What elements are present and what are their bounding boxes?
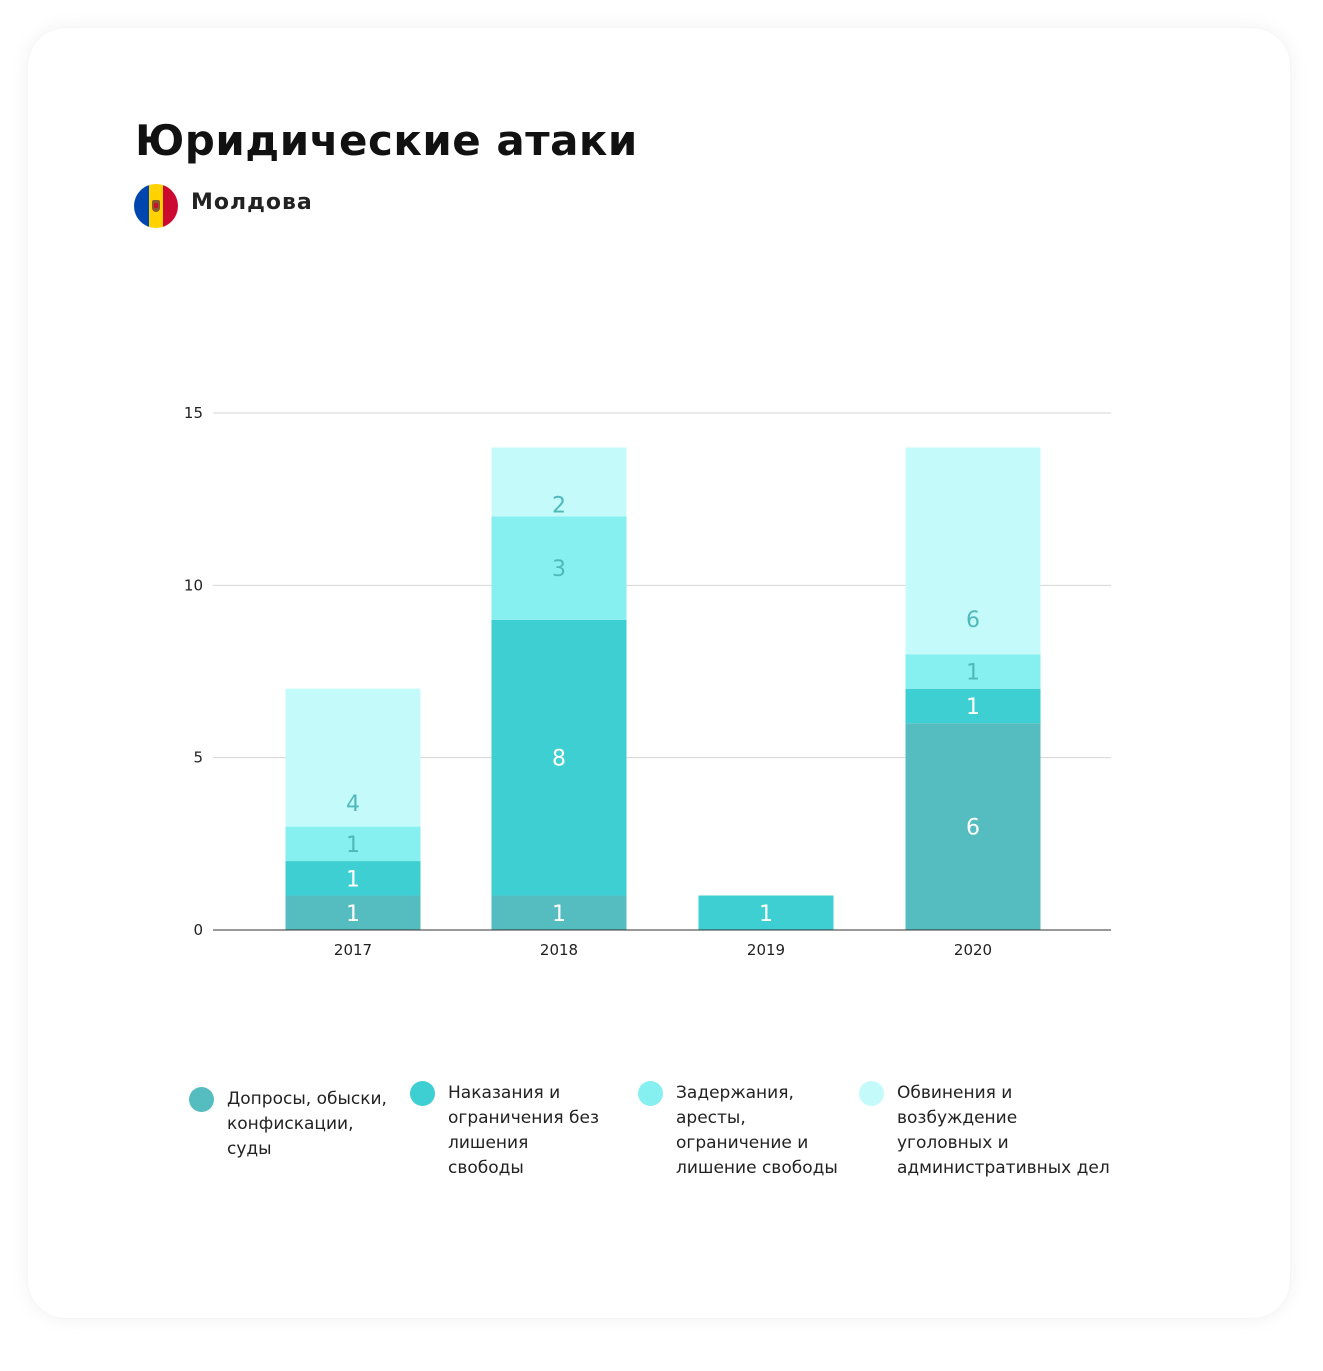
bar-segment [491,516,627,620]
bar-segment [491,895,627,930]
legend-item-charges: Обвинения и возбуждение уголовных и адми… [859,1081,1119,1181]
data-label: 1 [966,695,980,720]
y-tick-label: 5 [193,749,203,767]
bar-segment [491,619,627,896]
data-label: 2 [552,494,566,519]
data-label: 1 [346,902,360,927]
bar-segment [905,688,1041,724]
bar-segment [285,895,421,930]
bar-segment [285,826,421,862]
bar-segment [491,447,627,517]
bar-segment [905,654,1041,689]
legend-swatch [189,1087,214,1112]
legend-label: Допросы, обыски, конфискации, суды [227,1089,387,1159]
bar-segment [285,688,421,827]
legend-item-punishments: Наказания и ограничения без лишения своб… [410,1081,615,1181]
data-label: 3 [552,557,566,582]
data-label: 1 [346,833,360,858]
data-label: 6 [966,816,980,841]
legend-swatch [410,1081,435,1106]
x-tick-label: 2017 [334,941,372,959]
legend-label: Обвинения и возбуждение уголовных и адми… [897,1083,1110,1178]
legend-label: Наказания и ограничения без лишения своб… [448,1083,599,1178]
x-tick-label: 2019 [747,941,785,959]
country-name: Молдова [191,190,313,215]
legend-swatch [638,1081,663,1106]
x-tick-label: 2018 [540,941,578,959]
data-label: 1 [966,661,980,686]
bar-top-cap [905,447,1041,454]
y-tick-label: 15 [184,404,203,422]
chart-card [28,28,1290,1318]
bar-top-cap [698,895,834,902]
y-tick-label: 0 [193,921,203,939]
legend-item-interrogations: Допросы, обыски, конфискации, суды [189,1087,394,1162]
bar-top-cap [285,688,421,695]
legend-item-detentions: Задержания, аресты, ограничение и лишени… [638,1081,858,1181]
legend-label: Задержания, аресты, ограничение и лишени… [676,1083,838,1178]
y-tick-label: 10 [184,576,203,594]
x-tick-label: 2020 [954,941,992,959]
data-label: 1 [552,902,566,927]
data-label: 4 [346,792,360,817]
bar-segment [905,723,1041,930]
data-label: 1 [759,902,773,927]
page-title: Юридические атаки [135,116,638,165]
bar-segment [285,861,421,896]
moldova-flag-icon [134,184,178,228]
data-label: 8 [552,747,566,772]
legend-swatch [859,1081,884,1106]
bar-segment [905,447,1041,655]
data-label: 6 [966,608,980,633]
data-label: 1 [346,867,360,892]
bar-top-cap [491,447,627,454]
